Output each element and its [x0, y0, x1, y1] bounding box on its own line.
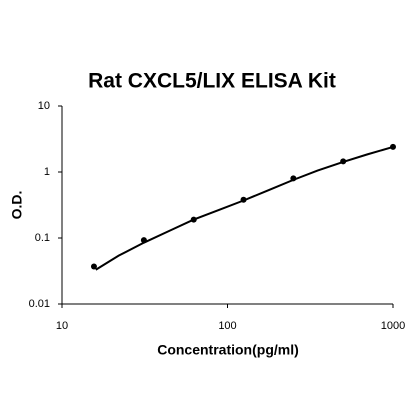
data-point — [140, 237, 147, 244]
x-tick-label: 100 — [218, 320, 236, 332]
data-point — [340, 158, 347, 165]
fit-curve — [95, 145, 394, 271]
y-tick-label: 10 — [38, 100, 50, 112]
y-tick-label: 1 — [44, 166, 50, 178]
data-point — [390, 143, 396, 150]
data-point — [290, 175, 297, 182]
chart-title: Rat CXCL5/LIX ELISA Kit — [88, 70, 336, 93]
data-point — [240, 196, 247, 203]
data-point — [90, 263, 97, 270]
y-axis-title: O.D. — [9, 191, 25, 220]
y-tick-label: 0.01 — [29, 298, 50, 310]
y-tick-label: 0.1 — [35, 232, 50, 244]
x-axis-title: Concentration(pg/ml) — [157, 342, 299, 358]
data-point — [190, 216, 197, 223]
x-tick-label: 10 — [56, 320, 68, 332]
x-tick-label: 1000 — [381, 320, 405, 332]
